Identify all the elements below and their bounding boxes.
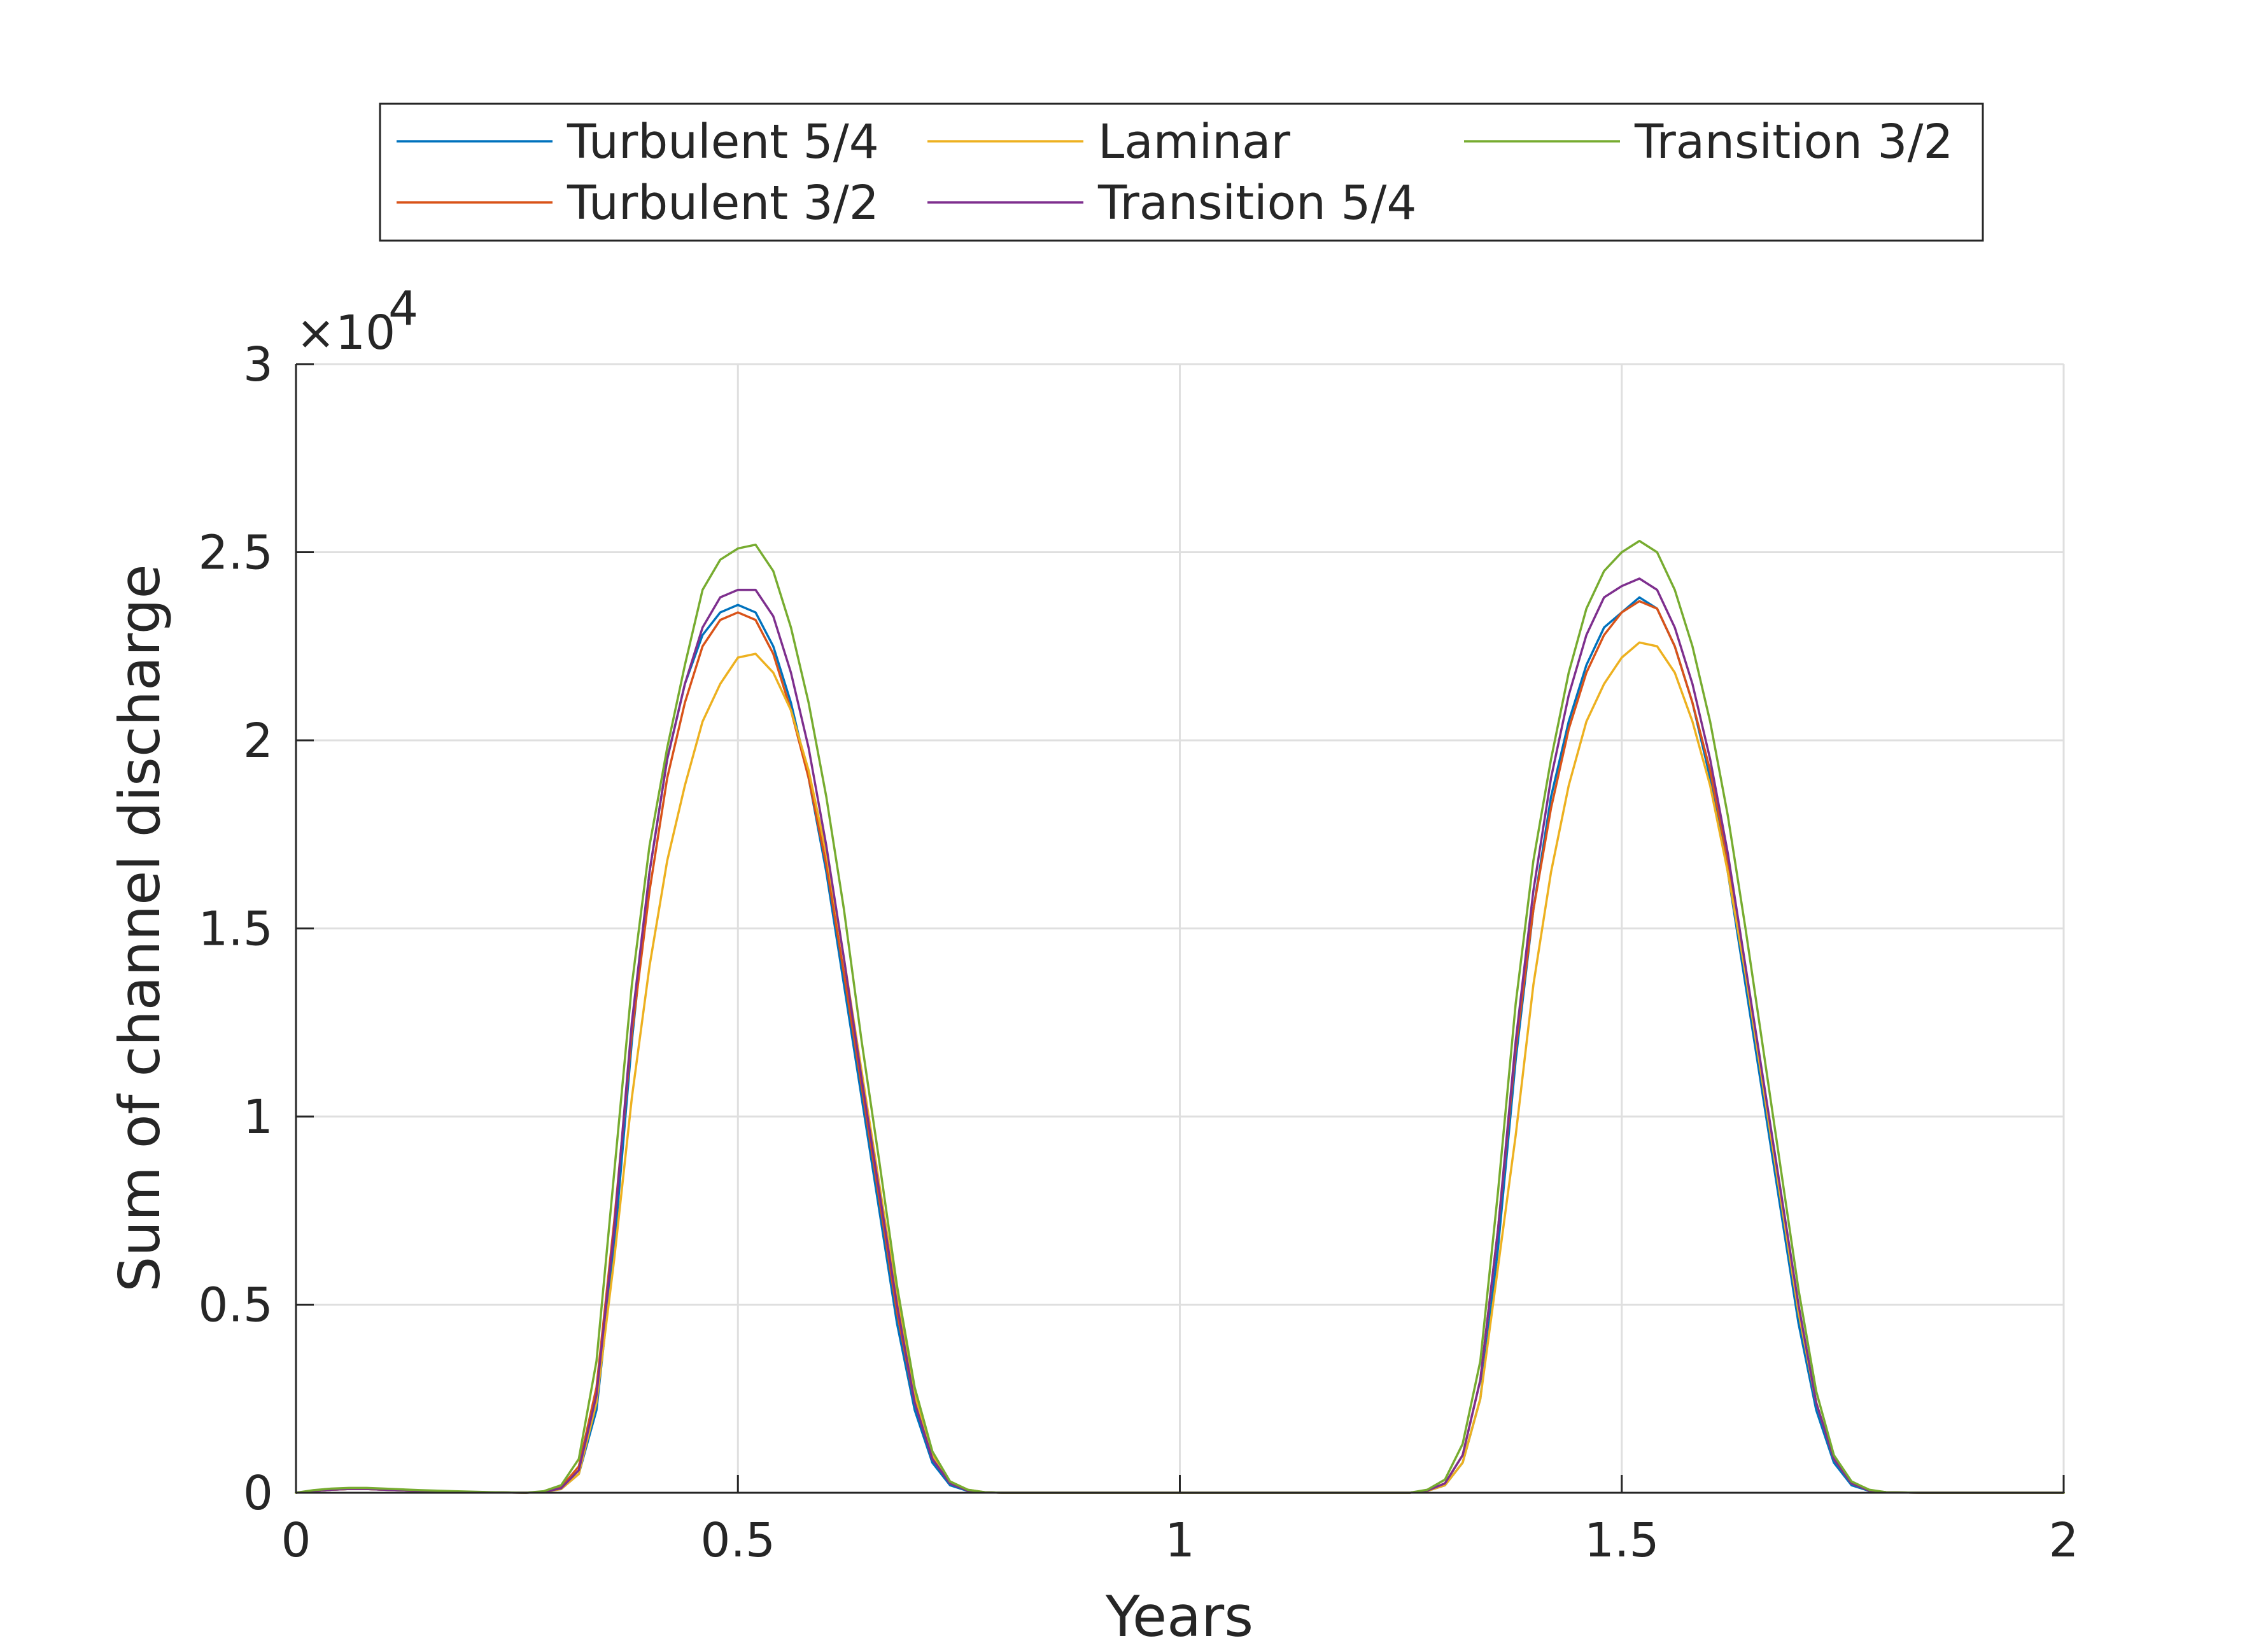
y-tick-label: 2 xyxy=(243,714,273,768)
y-tick-label: 0 xyxy=(243,1466,273,1521)
ticks: 0 0.5 1 1.5 2 0 0.5 1 1.5 2 2.5 3 xyxy=(198,337,2078,1568)
legend-label: Turbulent 3/2 xyxy=(567,176,879,230)
legend-label: Transition 5/4 xyxy=(1097,176,1416,230)
legend-label: Transition 3/2 xyxy=(1634,115,1953,169)
y-exponent-base: ×10 xyxy=(296,306,395,360)
legend-box xyxy=(379,102,1984,242)
y-tick-label: 1 xyxy=(243,1090,273,1145)
x-tick-label: 0 xyxy=(281,1513,311,1568)
legend-label: Laminar xyxy=(1098,115,1290,169)
y-axis-label: Sum of channel discharge xyxy=(107,564,173,1292)
y-tick-label: 3 xyxy=(243,337,273,392)
plot-area: 0 0.5 1 1.5 2 0 0.5 1 1.5 2 2.5 3 xyxy=(198,337,2078,1568)
x-tick-label: 1 xyxy=(1165,1513,1195,1568)
x-tick-label: 1.5 xyxy=(1584,1513,1659,1568)
y-tick-label: 0.5 xyxy=(198,1278,273,1333)
legend: Turbulent 5/4 Turbulent 3/2 Laminar Transit… xyxy=(379,102,1984,242)
y-exponent: ×10 4 xyxy=(296,281,418,360)
x-axis-label: Years xyxy=(1105,1584,1253,1643)
y-exponent-power: 4 xyxy=(388,281,418,336)
y-tick-label: 1.5 xyxy=(198,902,273,957)
x-tick-label: 0.5 xyxy=(700,1513,775,1568)
y-tick-label: 2.5 xyxy=(198,526,273,581)
legend-label: Turbulent 5/4 xyxy=(567,115,879,169)
x-tick-label: 2 xyxy=(2048,1513,2078,1568)
